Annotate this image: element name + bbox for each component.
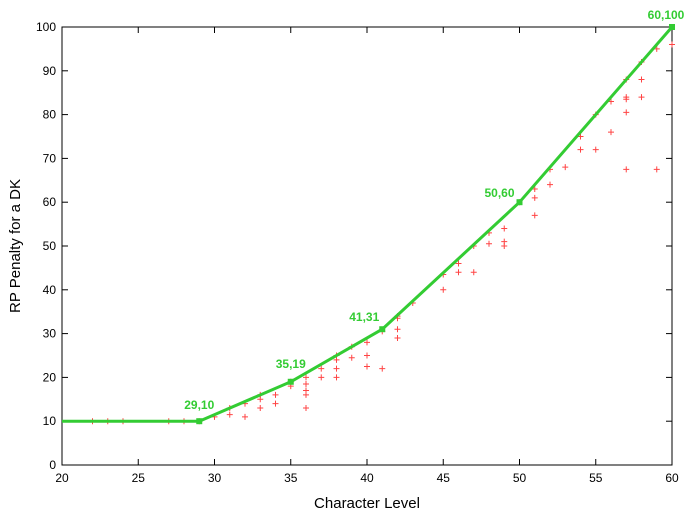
- y-tick-label: 100: [36, 20, 56, 34]
- point-annotation: 41,31: [349, 310, 379, 324]
- point-annotation: 35,19: [276, 357, 306, 371]
- y-tick-label: 10: [43, 414, 57, 428]
- scatter-point: [623, 109, 630, 116]
- scatter-point: [333, 365, 340, 372]
- scatter-point: [364, 339, 370, 346]
- line-marker: [287, 378, 294, 385]
- scatter-point: [364, 352, 370, 359]
- scatter-point: [455, 260, 462, 267]
- y-tick-label: 30: [43, 327, 57, 341]
- scatter-point: [379, 365, 386, 372]
- x-axis-label: Character Level: [314, 495, 420, 512]
- scatter-point: [318, 374, 325, 381]
- x-tick-label: 50: [513, 471, 527, 485]
- scatter-point: [501, 225, 508, 232]
- line-marker: [196, 418, 203, 425]
- scatter-point: [272, 400, 279, 407]
- x-tick-label: 40: [360, 471, 374, 485]
- plot-frame: [61, 26, 673, 466]
- point-annotation: 29,10: [184, 398, 214, 412]
- scatter-point: [364, 363, 370, 370]
- scatter-point: [531, 212, 538, 219]
- x-tick-label: 20: [55, 471, 69, 485]
- scatter-point: [547, 181, 553, 188]
- scatter-point: [303, 405, 309, 412]
- scatter-point: [638, 94, 645, 101]
- y-tick-label: 0: [49, 458, 56, 472]
- scatter-point: [577, 146, 584, 153]
- y-axis-label: RP Penalty for a DK: [7, 179, 24, 313]
- point-annotation: 60,100: [648, 8, 685, 22]
- x-tick-label: 60: [665, 471, 679, 485]
- y-tick-label: 90: [43, 64, 57, 78]
- scatter-point: [623, 94, 630, 101]
- scatter-point: [470, 269, 477, 276]
- scatter-point: [653, 166, 660, 173]
- line-path: [62, 26, 674, 423]
- scatter-point: [608, 129, 614, 136]
- scatter-point: [226, 411, 233, 418]
- scatter-point: [303, 387, 309, 394]
- scatter-point: [562, 164, 569, 171]
- scatter-point: [242, 413, 248, 420]
- x-tick-label: 30: [208, 471, 222, 485]
- scatter-point: [638, 76, 645, 83]
- line-marker: [669, 24, 675, 30]
- scatter-point: [623, 166, 630, 173]
- scatter-point: [669, 41, 675, 48]
- y-tick-label: 70: [43, 151, 57, 165]
- scatter-point: [333, 374, 340, 381]
- line-marker: [379, 326, 386, 333]
- x-tick-label: 25: [132, 471, 146, 485]
- scatter-point: [486, 240, 492, 247]
- y-tick-label: 40: [43, 283, 57, 297]
- scatter-point: [455, 269, 462, 276]
- scatter-point: [501, 238, 508, 245]
- scatter-series: [89, 24, 675, 425]
- scatter-point: [592, 146, 599, 153]
- scatter-point: [394, 326, 401, 333]
- scatter-point: [348, 354, 355, 361]
- point-annotation: 50,60: [484, 186, 514, 200]
- y-tick-label: 20: [43, 370, 57, 384]
- line-marker: [516, 199, 523, 206]
- x-tick-label: 55: [589, 471, 603, 485]
- scatter-point: [440, 286, 447, 293]
- scatter-point: [257, 405, 264, 412]
- scatter-point: [303, 374, 309, 381]
- point-annotations: 29,10 35,19 41,31 50,60 60,100: [184, 8, 684, 412]
- x-tick-label: 35: [284, 471, 298, 485]
- y-tick-label: 60: [43, 195, 57, 209]
- y-tick-label: 50: [43, 239, 57, 253]
- scatter-point: [318, 365, 325, 372]
- axis-ticks: 20 25 30 35 40 45 50 55 60 0 10 20 30 40 50 60 70 80 90 100: [36, 20, 679, 485]
- scatter-point: [303, 380, 309, 387]
- line-series: [62, 24, 675, 425]
- y-tick-label: 80: [43, 108, 57, 122]
- scatter-point: [394, 334, 401, 341]
- x-tick-label: 45: [437, 471, 451, 485]
- scatter-point: [531, 194, 538, 201]
- scatter-point: [272, 391, 279, 398]
